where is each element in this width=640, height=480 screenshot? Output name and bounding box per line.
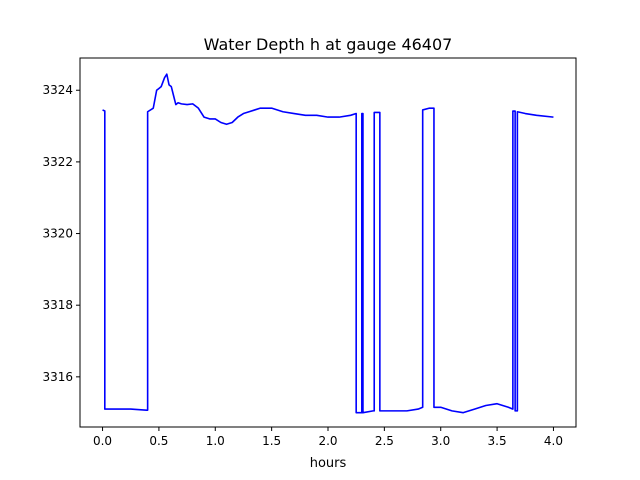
x-tick-label: 1.5 [262,434,281,448]
y-tick-label: 3320 [42,227,73,241]
series-line [102,73,554,414]
axis-ticks: 0.0 0.5 1.0 1.5 2.0 2.5 3.0 3.5 4.0 3316 3318 3320 3… [42,83,563,448]
x-tick-label: 1.0 [206,434,225,448]
x-tick-label: 0.5 [149,434,168,448]
x-tick-label: 3.5 [488,434,507,448]
x-tick-label: 2.5 [375,434,394,448]
y-tick-label: 3318 [42,298,73,312]
x-tick-label: 0.0 [93,434,112,448]
x-tick-label: 4.0 [544,434,563,448]
y-tick-label: 3324 [42,83,73,97]
chart-title: Water Depth h at gauge 46407 [204,35,453,54]
axes-frame [79,57,577,428]
y-tick-label: 3316 [42,370,73,384]
x-tick-label: 2.0 [318,434,337,448]
x-tick-label: 3.0 [431,434,450,448]
y-tick-label: 3322 [42,155,73,169]
x-axis-label: hours [310,456,347,471]
plot-area [102,73,554,414]
